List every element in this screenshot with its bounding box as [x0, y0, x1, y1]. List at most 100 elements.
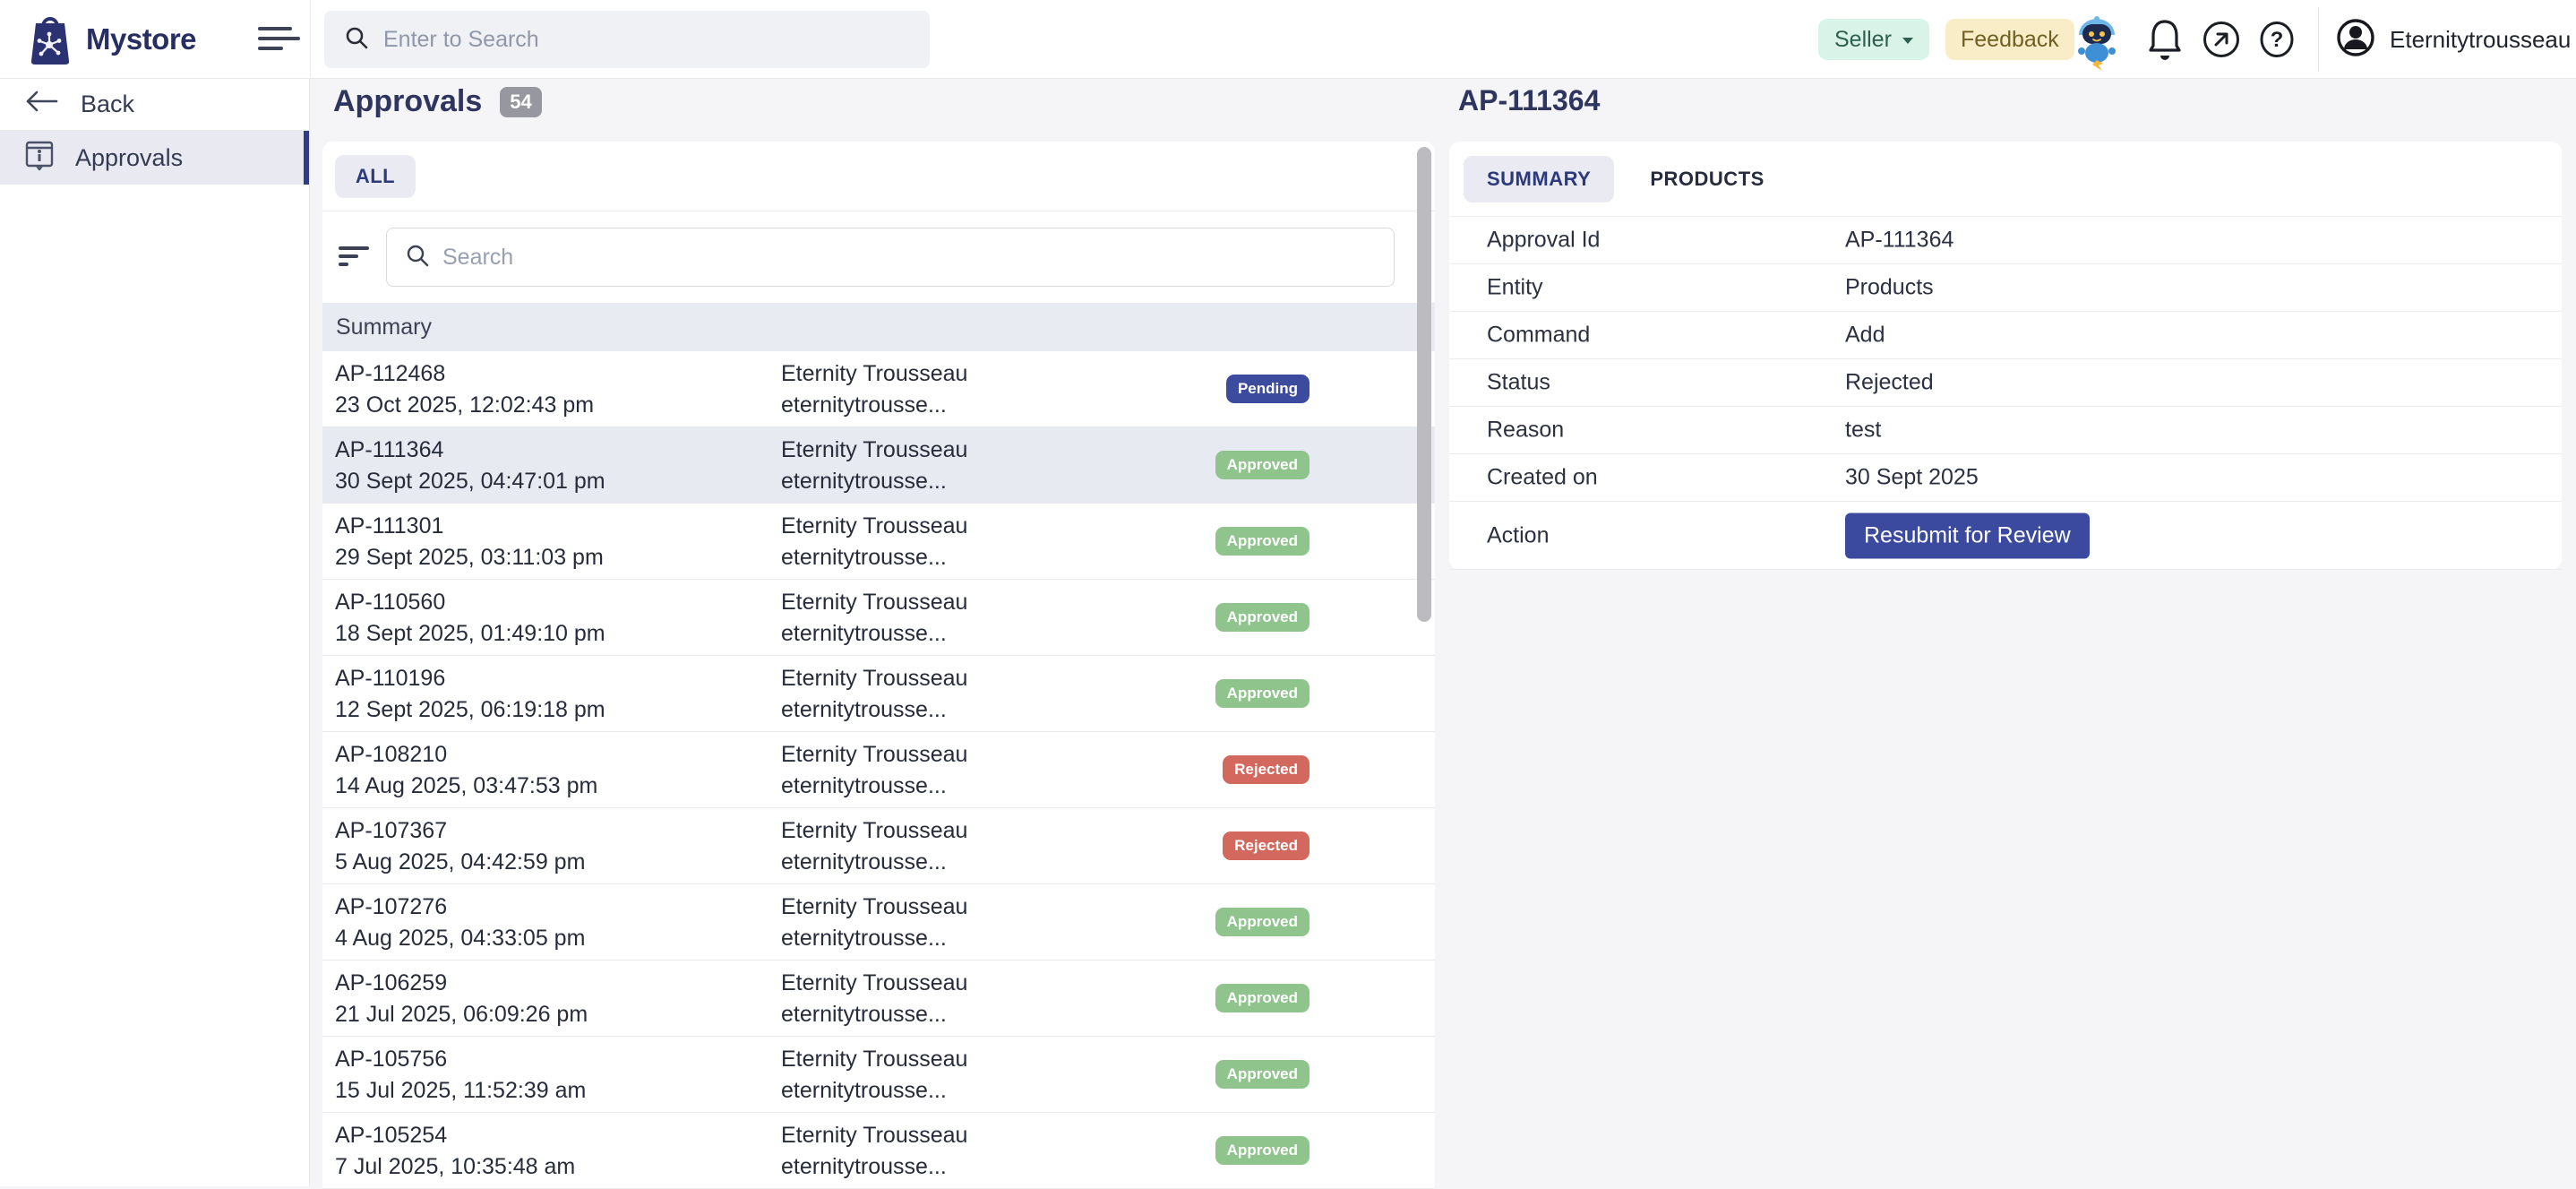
approval-detail-card: SUMMARY PRODUCTS Approval Id AP-111364 E…: [1449, 142, 2562, 570]
action-label: Action: [1487, 522, 1550, 547]
field-label: Reason: [1487, 417, 1565, 443]
requester-name: Eternity Trousseau: [781, 437, 968, 462]
count-badge: 54: [500, 86, 542, 117]
menu-icon[interactable]: [258, 27, 301, 52]
topbar-separator: [2318, 7, 2319, 72]
field-value: Products: [1845, 274, 1934, 300]
requester-email: eternitytrousse...: [781, 392, 947, 418]
tab-all[interactable]: ALL: [335, 154, 416, 198]
filter-row: [322, 211, 1435, 303]
status-badge: Rejected: [1223, 755, 1309, 784]
row-requester: Eternity Trousseau eternitytrousse...: [781, 358, 967, 421]
approval-datetime: 5 Aug 2025, 04:42:59 pm: [335, 849, 586, 875]
requester-email: eternitytrousse...: [781, 621, 947, 646]
row-id-date: AP-110560 18 Sept 2025, 01:49:10 pm: [335, 587, 605, 650]
search-icon: [344, 25, 369, 55]
table-row[interactable]: AP-107367 5 Aug 2025, 04:42:59 pm Eterni…: [322, 808, 1435, 884]
table-row[interactable]: AP-111301 29 Sept 2025, 03:11:03 pm Eter…: [322, 504, 1435, 580]
user-menu[interactable]: Eternitytrousseau: [2336, 0, 2576, 79]
tab-summary[interactable]: SUMMARY: [1464, 155, 1615, 202]
approval-datetime: 4 Aug 2025, 04:33:05 pm: [335, 926, 586, 951]
global-search-input[interactable]: [383, 26, 885, 53]
table-row[interactable]: AP-110196 12 Sept 2025, 06:19:18 pm Eter…: [322, 656, 1435, 732]
seller-dropdown[interactable]: Seller: [1818, 19, 1929, 60]
requester-name: Eternity Trousseau: [781, 818, 968, 843]
approval-id: AP-105254: [335, 1123, 448, 1148]
row-id-date: AP-110196 12 Sept 2025, 06:19:18 pm: [335, 663, 605, 726]
list-title-row: Approvals 54: [333, 84, 542, 119]
requester-email: eternitytrousse...: [781, 849, 947, 875]
row-id-date: AP-105756 15 Jul 2025, 11:52:39 am: [335, 1044, 586, 1107]
status-badge: Approved: [1215, 679, 1309, 708]
detail-field-row: Created on 30 Sept 2025: [1449, 454, 2562, 502]
row-id-date: AP-111301 29 Sept 2025, 03:11:03 pm: [335, 511, 604, 573]
approval-id: AP-105756: [335, 1047, 448, 1072]
requester-email: eternitytrousse...: [781, 469, 947, 494]
requester-email: eternitytrousse...: [781, 1154, 947, 1179]
filter-icon[interactable]: [339, 246, 371, 268]
back-arrow-icon: [23, 90, 59, 119]
table-row[interactable]: AP-111364 30 Sept 2025, 04:47:01 pm Eter…: [322, 427, 1435, 504]
status-badge: Rejected: [1223, 831, 1309, 860]
approvals-icon: [23, 138, 56, 178]
list-search: [386, 228, 1395, 287]
row-id-date: AP-105254 7 Jul 2025, 10:35:48 am: [335, 1120, 575, 1183]
bag-icon: [25, 9, 75, 71]
brand-name: Mystore: [86, 22, 197, 56]
status-badge: Approved: [1215, 908, 1309, 936]
table-row[interactable]: AP-108210 14 Aug 2025, 03:47:53 pm Etern…: [322, 732, 1435, 808]
bell-icon[interactable]: [2144, 17, 2185, 66]
list-tabs: ALL: [322, 142, 1435, 211]
brand-logo[interactable]: Mystore: [25, 9, 197, 71]
help-icon[interactable]: ?: [2257, 20, 2297, 64]
tab-products[interactable]: PRODUCTS: [1650, 167, 1765, 190]
table-row[interactable]: AP-110560 18 Sept 2025, 01:49:10 pm Eter…: [322, 580, 1435, 656]
requester-name: Eternity Trousseau: [781, 513, 968, 538]
row-requester: Eternity Trousseau eternitytrousse...: [781, 892, 967, 954]
scrollbar-thumb[interactable]: [1417, 147, 1431, 622]
approval-datetime: 29 Sept 2025, 03:11:03 pm: [335, 545, 604, 570]
table-row[interactable]: AP-107276 4 Aug 2025, 04:33:05 pm Eterni…: [322, 884, 1435, 961]
row-requester: Eternity Trousseau eternitytrousse...: [781, 1120, 967, 1183]
row-id-date: AP-107276 4 Aug 2025, 04:33:05 pm: [335, 892, 585, 954]
requester-name: Eternity Trousseau: [781, 666, 968, 691]
requester-email: eternitytrousse...: [781, 697, 947, 722]
field-value: 30 Sept 2025: [1845, 464, 1979, 490]
approvals-rows: AP-112468 23 Oct 2025, 12:02:43 pm Etern…: [322, 351, 1435, 1189]
requester-email: eternitytrousse...: [781, 1002, 947, 1027]
robot-icon[interactable]: [2073, 12, 2121, 75]
topbar-divider: [310, 0, 311, 79]
row-requester: Eternity Trousseau eternitytrousse...: [781, 435, 967, 497]
row-requester: Eternity Trousseau eternitytrousse...: [781, 511, 967, 573]
sidebar-item-approvals[interactable]: Approvals: [0, 131, 309, 185]
top-bar: Mystore Seller Feedback: [0, 0, 2576, 79]
approval-datetime: 14 Aug 2025, 03:47:53 pm: [335, 773, 598, 798]
status-badge: Approved: [1215, 1136, 1309, 1165]
resubmit-for-review-button[interactable]: Resubmit for Review: [1845, 513, 2090, 558]
feedback-button[interactable]: Feedback: [1945, 19, 2074, 60]
approval-datetime: 21 Jul 2025, 06:09:26 pm: [335, 1002, 588, 1027]
share-icon[interactable]: [2202, 20, 2241, 64]
table-row[interactable]: AP-105756 15 Jul 2025, 11:52:39 am Etern…: [322, 1037, 1435, 1113]
detail-field-row: Approval Id AP-111364: [1449, 217, 2562, 264]
table-row[interactable]: AP-106259 21 Jul 2025, 06:09:26 pm Etern…: [322, 961, 1435, 1037]
field-label: Created on: [1487, 464, 1598, 490]
approval-id: AP-112468: [335, 361, 446, 386]
list-search-input[interactable]: [442, 244, 1338, 271]
requester-name: Eternity Trousseau: [781, 970, 968, 995]
caret-down-icon: [1902, 38, 1913, 44]
table-row[interactable]: AP-105254 7 Jul 2025, 10:35:48 am Eterni…: [322, 1113, 1435, 1189]
row-requester: Eternity Trousseau eternitytrousse...: [781, 815, 967, 878]
svg-text:?: ?: [2271, 28, 2284, 52]
detail-title: AP-111364: [1458, 84, 1601, 116]
sidebar: Back Approvals: [0, 79, 310, 1186]
row-id-date: AP-106259 21 Jul 2025, 06:09:26 pm: [335, 968, 588, 1030]
back-button[interactable]: Back: [0, 79, 309, 131]
global-search: [324, 11, 930, 68]
field-label: Status: [1487, 369, 1550, 395]
table-row[interactable]: AP-112468 23 Oct 2025, 12:02:43 pm Etern…: [322, 351, 1435, 427]
approval-id: AP-107276: [335, 894, 448, 919]
requester-name: Eternity Trousseau: [781, 590, 968, 615]
field-value: AP-111364: [1845, 227, 1954, 253]
requester-email: eternitytrousse...: [781, 1078, 947, 1103]
